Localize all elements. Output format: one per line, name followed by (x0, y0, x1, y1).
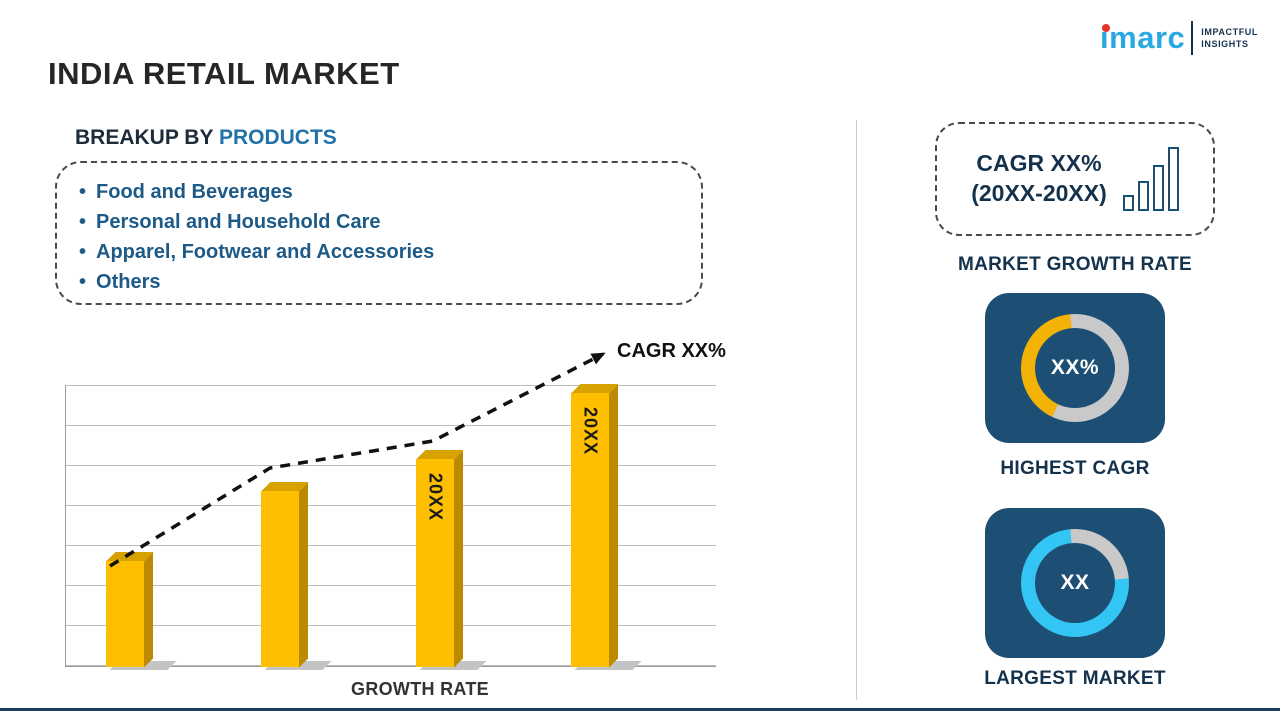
highest-cagr-value: XX% (1035, 328, 1115, 408)
cagr-text: CAGR XX% (20XX-20XX) (971, 149, 1107, 209)
product-item: Apparel, Footwear and Accessories (79, 237, 701, 267)
bottom-rule (0, 708, 1280, 711)
largest-market-donut-chart: XX (1021, 529, 1129, 637)
product-item: Others (79, 267, 701, 297)
imarc-logo: imarc IMPACTFUL INSIGHTS (1100, 20, 1258, 56)
logo-divider (1191, 21, 1194, 55)
cagr-line2: (20XX-20XX) (971, 180, 1107, 206)
products-box: Food and BeveragesPersonal and Household… (55, 161, 703, 305)
section-divider (856, 120, 857, 700)
bar: 20XX (416, 459, 487, 670)
highest-cagr-label: HIGHEST CAGR (1000, 458, 1150, 479)
bar-label: 20XX (425, 473, 446, 522)
bar (261, 491, 332, 670)
x-axis-label: GROWTH RATE (351, 679, 489, 699)
logo-tagline-line2: INSIGHTS (1201, 39, 1249, 49)
logo-tagline: IMPACTFUL INSIGHTS (1201, 26, 1258, 50)
market-growth-rate-label: MARKET GROWTH RATE (957, 254, 1193, 275)
largest-market-value: XX (1035, 543, 1115, 623)
logo-tagline-line1: IMPACTFUL (1201, 26, 1258, 37)
logo-brand-text: imarc (1100, 20, 1186, 55)
highest-cagr-donut-chart: XX% (1021, 314, 1129, 422)
bar (106, 561, 177, 670)
highest-cagr-card: XX% (985, 293, 1165, 443)
bar: 20XX (571, 393, 642, 670)
section-heading: BREAKUP BY PRODUCTS (75, 126, 337, 150)
trend-label: CAGR XX% (617, 340, 726, 362)
bar-label: 20XX (580, 407, 601, 456)
bars: 20XX 20XX (106, 393, 642, 670)
largest-market-label: LARGEST MARKET (984, 668, 1166, 689)
cagr-box: CAGR XX% (20XX-20XX) (935, 122, 1215, 236)
cagr-line1: CAGR XX% (976, 150, 1102, 177)
page-title: INDIA RETAIL MARKET (48, 56, 400, 91)
section-heading-accent: PRODUCTS (218, 126, 337, 149)
section-heading-prefix: BREAKUP BY (75, 126, 214, 149)
product-item: Personal and Household Care (79, 207, 701, 237)
largest-market-card: XX (985, 508, 1165, 658)
bar-chart: 20XX 20XX (65, 338, 720, 670)
product-list: Food and BeveragesPersonal and Household… (57, 177, 701, 297)
logo-red-dot-icon (1102, 24, 1111, 32)
bar-chart-icon (1122, 147, 1179, 211)
product-item: Food and Beverages (79, 177, 701, 207)
logo-brand-wrap: imarc (1100, 20, 1185, 56)
